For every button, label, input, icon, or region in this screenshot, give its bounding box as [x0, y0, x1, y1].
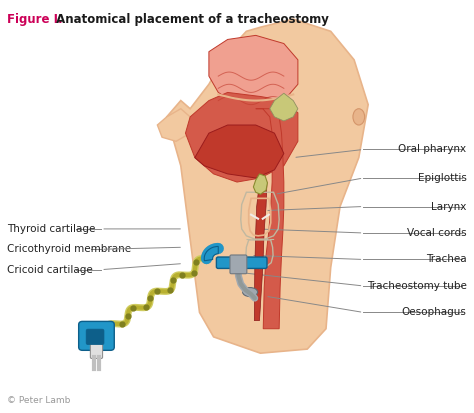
Text: Thyroid cartilage: Thyroid cartilage — [8, 224, 96, 234]
Polygon shape — [255, 182, 267, 320]
Text: Tracheostomy tube: Tracheostomy tube — [367, 281, 466, 291]
Ellipse shape — [243, 287, 257, 297]
FancyBboxPatch shape — [86, 329, 104, 344]
Text: Cricothyroid membrane: Cricothyroid membrane — [8, 244, 132, 254]
Polygon shape — [167, 19, 368, 353]
Polygon shape — [195, 125, 284, 178]
Text: Larynx: Larynx — [431, 202, 466, 211]
Polygon shape — [157, 109, 190, 141]
Text: Cricoid cartilage: Cricoid cartilage — [8, 265, 93, 275]
Text: Vocal cords: Vocal cords — [407, 228, 466, 238]
FancyBboxPatch shape — [79, 321, 114, 350]
Polygon shape — [254, 174, 267, 194]
Polygon shape — [270, 93, 298, 121]
Text: Anatomical placement of a tracheostomy: Anatomical placement of a tracheostomy — [52, 13, 329, 26]
FancyBboxPatch shape — [91, 344, 102, 358]
Ellipse shape — [353, 109, 365, 125]
Text: Figure I.: Figure I. — [8, 13, 63, 26]
FancyBboxPatch shape — [217, 257, 267, 268]
Text: Epiglottis: Epiglottis — [418, 173, 466, 183]
Text: Oral pharynx: Oral pharynx — [399, 145, 466, 154]
Text: © Peter Lamb: © Peter Lamb — [8, 396, 71, 405]
Polygon shape — [256, 109, 284, 329]
Polygon shape — [209, 36, 298, 109]
Text: Trachea: Trachea — [426, 254, 466, 264]
Polygon shape — [185, 93, 298, 182]
Text: Oesophagus: Oesophagus — [401, 307, 466, 318]
Wedge shape — [204, 247, 218, 261]
FancyBboxPatch shape — [230, 255, 247, 274]
